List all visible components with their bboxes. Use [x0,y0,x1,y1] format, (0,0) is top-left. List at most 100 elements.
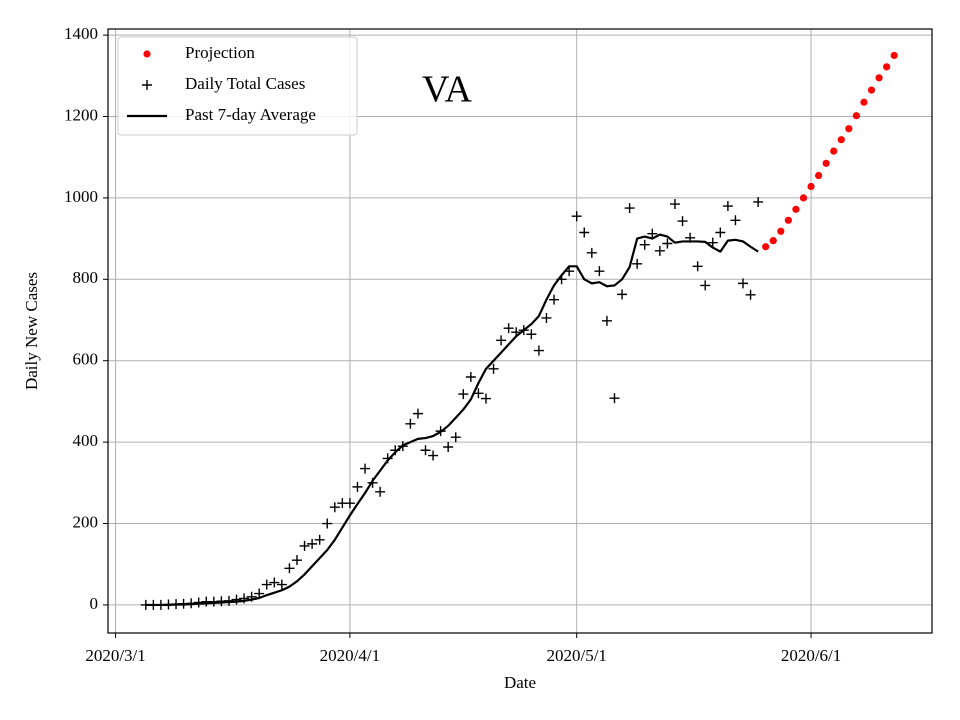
projection-point [807,182,815,191]
case-point [700,280,711,291]
case-point [549,294,560,305]
x-tick-label: 2020/5/1 [546,646,606,665]
case-point [677,216,688,227]
y-tick-label: 200 [73,512,99,531]
projection-point [784,216,792,224]
y-tick-label: 1000 [64,187,98,206]
case-point [617,289,628,300]
case-point [352,481,363,492]
case-point [314,534,325,545]
case-point [503,323,514,334]
case-point [496,335,507,346]
y-axis-label: Daily New Cases [22,272,41,390]
projection-point [792,205,800,213]
projection-point [777,227,785,235]
case-point [601,315,612,326]
case-point [344,498,355,509]
marks [140,51,898,610]
case-point [579,227,590,238]
projection-point [769,237,777,245]
legend-label: Daily Total Cases [185,74,305,93]
case-point [420,445,431,456]
case-point [322,518,333,529]
case-point [231,594,242,605]
case-point [730,215,741,226]
case-point [738,278,749,289]
projection-point [890,51,898,60]
legend: Projection Daily Total Cases Past 7-day Av… [117,36,358,136]
y-tick-label: 800 [73,268,99,287]
case-point [465,371,476,382]
legend-label: Past 7-day Average [185,105,316,124]
case-point [609,393,620,404]
legend-box [117,36,358,136]
case-point [412,408,423,419]
average-line [145,233,759,607]
y-tick-label: 400 [73,431,99,450]
case-point [753,196,764,207]
projection-point [762,243,770,251]
case-point [269,577,280,588]
case-point [307,538,318,549]
projection-point [845,125,853,133]
case-point [329,502,340,513]
case-point [586,247,597,258]
x-axis-label: Date [504,673,536,692]
case-point [261,579,272,590]
case-point [669,199,680,210]
case-point [473,388,484,399]
case-point [360,463,371,474]
case-point [533,345,544,356]
grid [108,29,932,633]
case-point [707,237,718,248]
case-point [488,363,499,374]
case-point [662,238,673,249]
case-point [647,228,658,239]
projection-point [837,136,845,144]
case-point [443,441,454,452]
x-tick-label: 2020/6/1 [781,646,841,665]
projection-point [852,112,861,120]
case-point [722,201,733,212]
case-point [458,389,469,400]
case-point [375,486,386,497]
projection-point [860,98,868,106]
case-point [276,579,287,590]
projection-point [815,171,823,180]
y-tick-label: 600 [73,350,99,369]
case-point [715,227,726,238]
case-point [541,312,552,323]
projection-point [875,74,883,82]
x-tick-label: 2020/4/1 [320,646,380,665]
case-point [291,555,302,566]
chart-title: VA [422,69,473,111]
legend-marker [142,80,152,90]
x-tick-label: 2020/3/1 [85,646,145,665]
legend-marker [143,50,151,58]
case-point [284,563,295,574]
y-tick-label: 0 [90,594,99,613]
case-point [480,393,491,404]
y-tick-label: 1400 [64,24,98,43]
projection-point [867,86,876,94]
projection-point [799,194,808,202]
projection-point [883,63,891,71]
case-point [632,258,643,269]
y-tick-label: 1200 [64,105,98,124]
case-point [405,418,416,429]
case-point [526,329,537,340]
case-point [624,203,635,214]
case-point [571,211,582,222]
case-point [428,450,439,461]
case-point [639,239,650,250]
case-point [654,245,665,256]
case-point [299,540,310,551]
case-point [450,432,461,443]
projection-point [830,147,838,155]
case-point [692,261,703,272]
plot-frame [107,28,933,634]
projection-point [822,159,830,167]
legend-label: Projection [185,43,255,62]
case-point [745,289,756,300]
